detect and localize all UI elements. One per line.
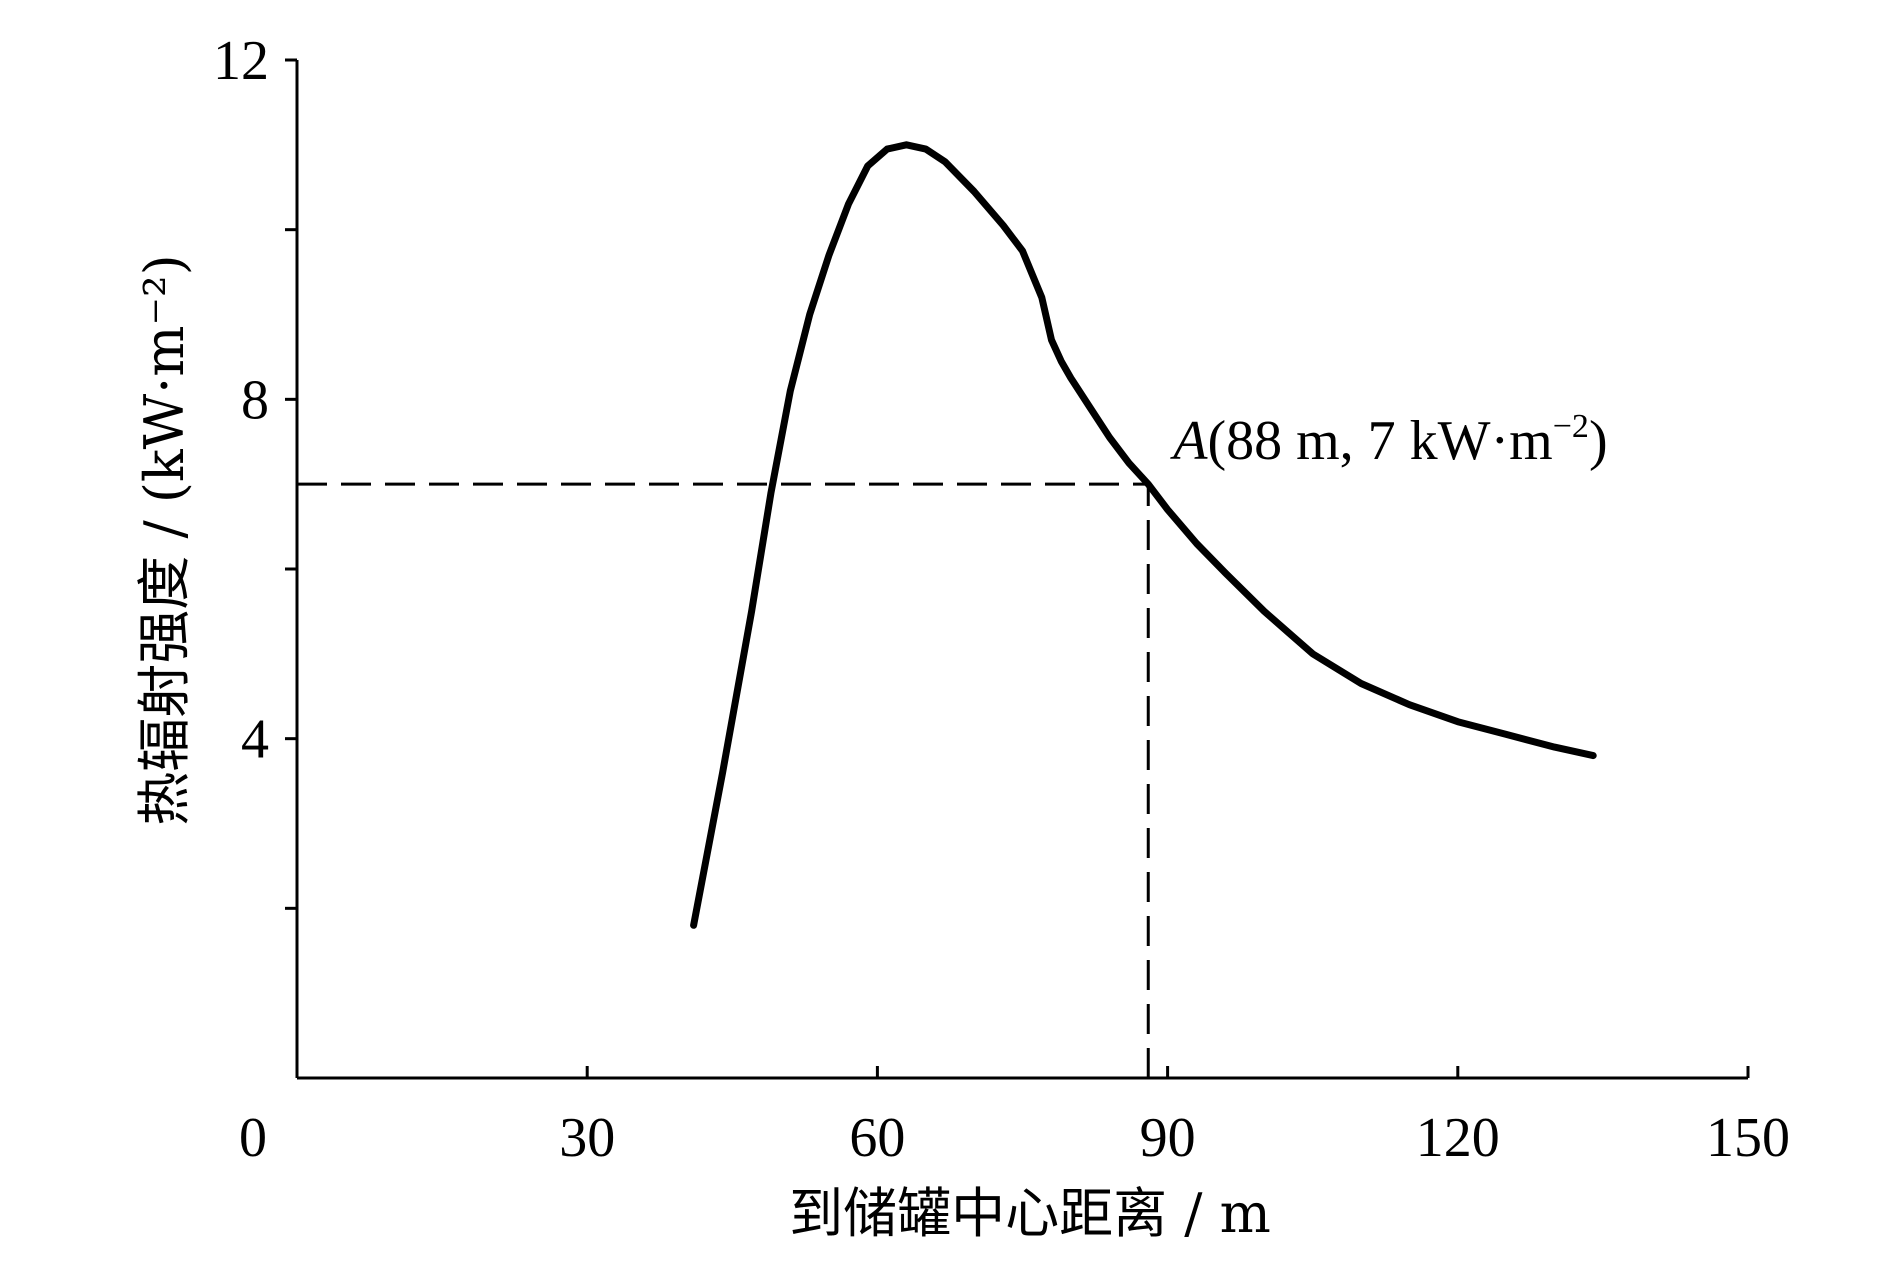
series-line	[690, 141, 1597, 929]
x-tick-label: 60	[849, 1107, 905, 1169]
y-tick-label: 4	[241, 709, 269, 771]
x-tick-label: 150	[1706, 1107, 1790, 1169]
y-tick-label: 12	[213, 30, 269, 92]
tick-labels: 0 30 60 90 120 150 4 8 12	[213, 30, 1790, 1169]
point-a-annotation: A(88 m, 7 kW·m−2)	[1169, 408, 1607, 472]
x-tick-label: 120	[1416, 1107, 1500, 1169]
point-a-superscript: −2	[1553, 408, 1589, 445]
x-tick-label: 30	[559, 1107, 615, 1169]
series	[690, 141, 1597, 929]
axes	[295, 60, 1748, 1080]
x-tick-label: 90	[1140, 1107, 1196, 1169]
y-tick-label: 8	[241, 369, 269, 431]
x-axis-title: 到储罐中心距离 / m	[789, 1182, 1271, 1245]
point-a-suffix: )	[1589, 410, 1608, 472]
axis-ticks	[285, 58, 1750, 1078]
x-tick-label: 0	[239, 1107, 267, 1169]
point-a-letter: A	[1169, 410, 1208, 472]
point-a-coords: (88 m, 7 kW·m	[1207, 410, 1552, 472]
reference-lines	[297, 482, 1150, 1078]
y-axis-title: 热辐射强度 / (kW·m⁻²)	[133, 254, 196, 825]
